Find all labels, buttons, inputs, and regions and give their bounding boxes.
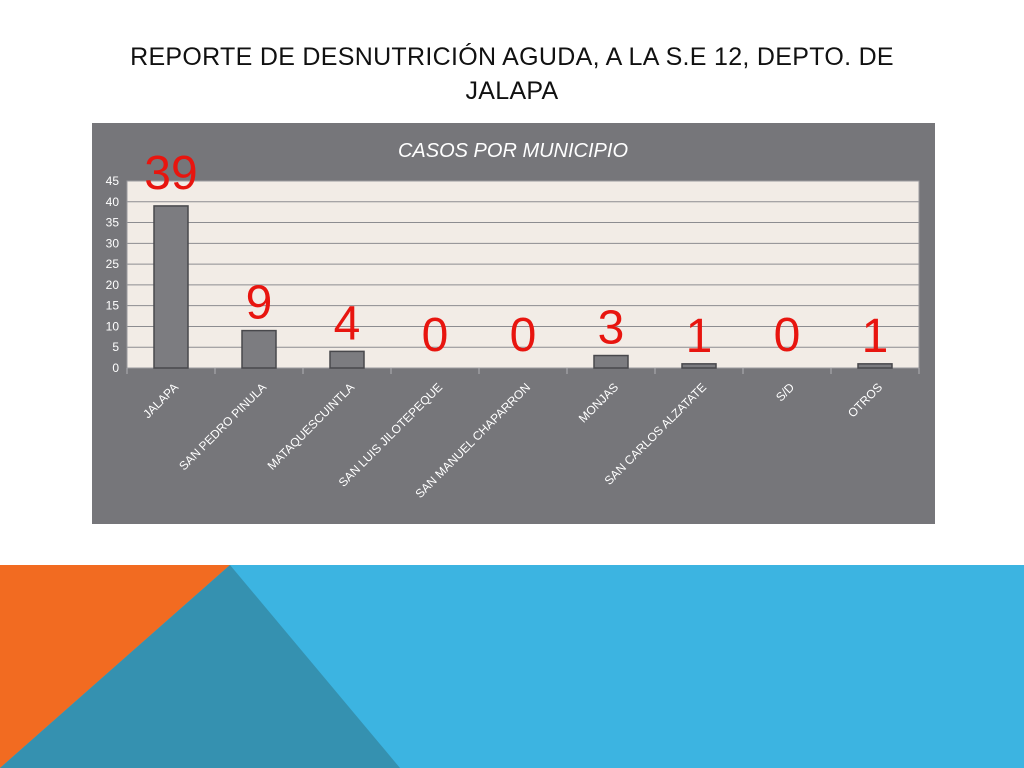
bar-8 (857, 363, 893, 369)
x-tick-label: SAN CARLOS ALZATATE (602, 380, 710, 488)
data-label: 1 (862, 310, 889, 363)
y-tick-label: 45 (106, 174, 120, 188)
data-label: 1 (686, 310, 713, 363)
bar-1 (241, 329, 277, 369)
chart-container: CASOS POR MUNICIPIO 0 5 10 15 20 25 30 35 40 45 39… (92, 123, 935, 524)
data-label: 9 (246, 277, 273, 330)
data-label: 0 (422, 309, 449, 362)
data-label: 3 (598, 302, 625, 355)
bar-6 (681, 363, 717, 369)
x-tick-label: MONJAS (576, 380, 621, 425)
footer-dark-blue-shape (0, 565, 400, 768)
decorative-footer (0, 565, 1024, 768)
data-label: 4 (334, 297, 361, 350)
y-tick-label: 15 (106, 299, 120, 313)
chart-title: CASOS POR MUNICIPIO (398, 140, 628, 162)
bar-2 (329, 350, 365, 369)
y-tick-label: 5 (112, 340, 119, 354)
y-tick-label: 20 (106, 278, 120, 292)
y-tick-label: 25 (106, 257, 120, 271)
y-tick-label: 0 (112, 361, 119, 375)
x-tick-label: SAN LUIS JILOTEPEQUE (336, 380, 445, 489)
y-tick-label: 10 (106, 319, 120, 333)
x-tick-label: MATAQUESCUINTLA (265, 380, 358, 473)
bar-5 (593, 354, 629, 369)
data-label: 0 (774, 309, 801, 362)
y-tick-label: 30 (106, 236, 120, 250)
bar-0 (153, 205, 189, 369)
x-tick-label: JALAPA (140, 380, 181, 421)
y-tick-label: 35 (106, 216, 120, 230)
x-tick-label: OTROS (845, 380, 885, 420)
x-tick-label: S/D (773, 380, 797, 404)
plot-frame (126, 180, 920, 369)
data-label: 0 (510, 309, 537, 362)
data-label: 39 (144, 147, 197, 200)
slide-title: REPORTE DE DESNUTRICIÓN AGUDA, A LA S.E … (130, 43, 894, 105)
y-tick-label: 40 (106, 195, 120, 209)
x-tick-label: SAN PEDRO PINULA (176, 380, 269, 473)
